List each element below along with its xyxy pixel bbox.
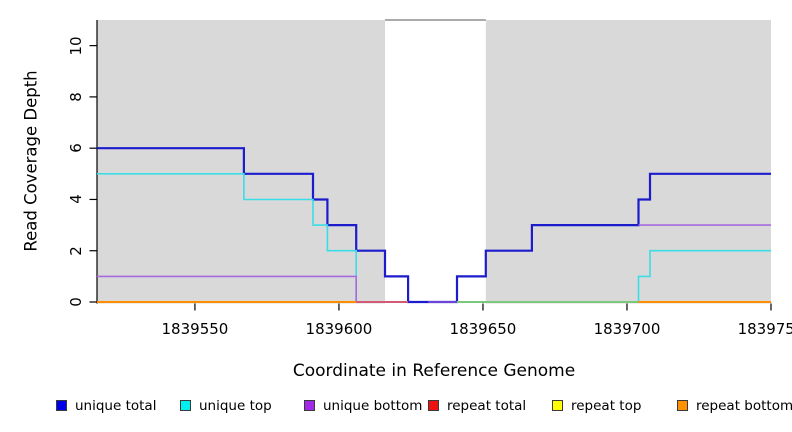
y-tick-label: 8 [67, 92, 85, 102]
legend-label: repeat total [447, 398, 527, 414]
y-tick-label: 0 [67, 297, 85, 307]
y-axis-title: Read Coverage Depth [21, 70, 41, 252]
legend-swatch-icon [180, 400, 191, 411]
x-axis-title: Coordinate in Reference Genome [292, 361, 576, 381]
legend-label: unique bottom [323, 398, 423, 414]
y-tick-label: 2 [67, 245, 85, 256]
legend-swatch-icon [56, 400, 67, 411]
legend-label: unique top [199, 398, 272, 414]
x-tick-label: 1839600 [305, 320, 373, 338]
series-line-unique-top [97, 173, 357, 302]
highlight-region [385, 20, 486, 304]
legend-label: unique total [75, 398, 157, 414]
legend-swatch-icon [552, 400, 563, 411]
x-tick-label: 1839700 [593, 320, 661, 338]
series-line-unique-total [97, 147, 771, 304]
series-line-unique-top [637, 249, 771, 302]
legend-swatch-icon [428, 400, 439, 411]
series-line-unique-bottom [97, 275, 357, 302]
y-tick-label: 4 [67, 194, 85, 205]
x-tick-label: 1839550 [161, 320, 229, 338]
y-tick-label: 6 [67, 143, 85, 153]
legend-label: repeat bottom [696, 398, 792, 414]
x-tick-label: 1839650 [449, 320, 517, 338]
legend-label: repeat top [571, 398, 642, 414]
legend-swatch-icon [304, 400, 315, 411]
x-tick-label: 1839750 [737, 320, 792, 338]
y-tick-label: 10 [67, 36, 85, 56]
legend-swatch-icon [677, 400, 688, 411]
